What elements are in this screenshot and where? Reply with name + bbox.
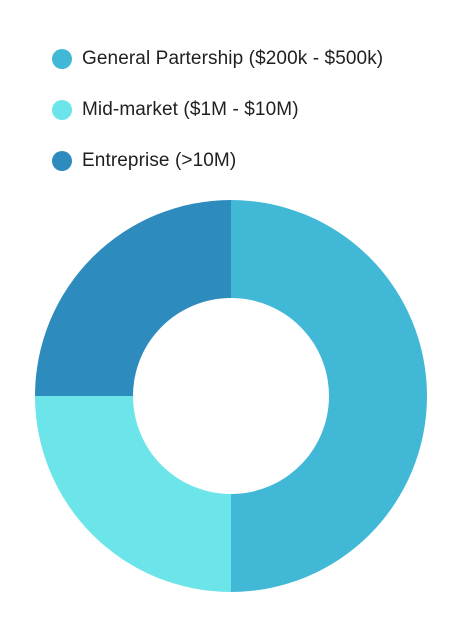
slice-mid-market bbox=[35, 396, 231, 592]
legend-swatch-enterprise bbox=[52, 151, 72, 171]
legend-label-general-partnership: General Partership ($200k - $500k) bbox=[82, 48, 384, 69]
chart-legend: General Partership ($200k - $500k) Mid-m… bbox=[52, 44, 452, 197]
legend-label-mid-market: Mid-market ($1M - $10M) bbox=[82, 99, 299, 120]
legend-label-enterprise: Entreprise (>10M) bbox=[82, 150, 237, 171]
legend-item-mid-market: Mid-market ($1M - $10M) bbox=[52, 95, 452, 125]
slice-enterprise bbox=[35, 200, 231, 396]
donut-slices bbox=[35, 200, 427, 592]
legend-swatch-mid-market bbox=[52, 100, 72, 120]
legend-swatch-general-partnership bbox=[52, 49, 72, 69]
slice-general-partnership bbox=[231, 200, 427, 592]
legend-item-enterprise: Entreprise (>10M) bbox=[52, 146, 452, 176]
legend-item-general-partnership: General Partership ($200k - $500k) bbox=[52, 44, 452, 74]
